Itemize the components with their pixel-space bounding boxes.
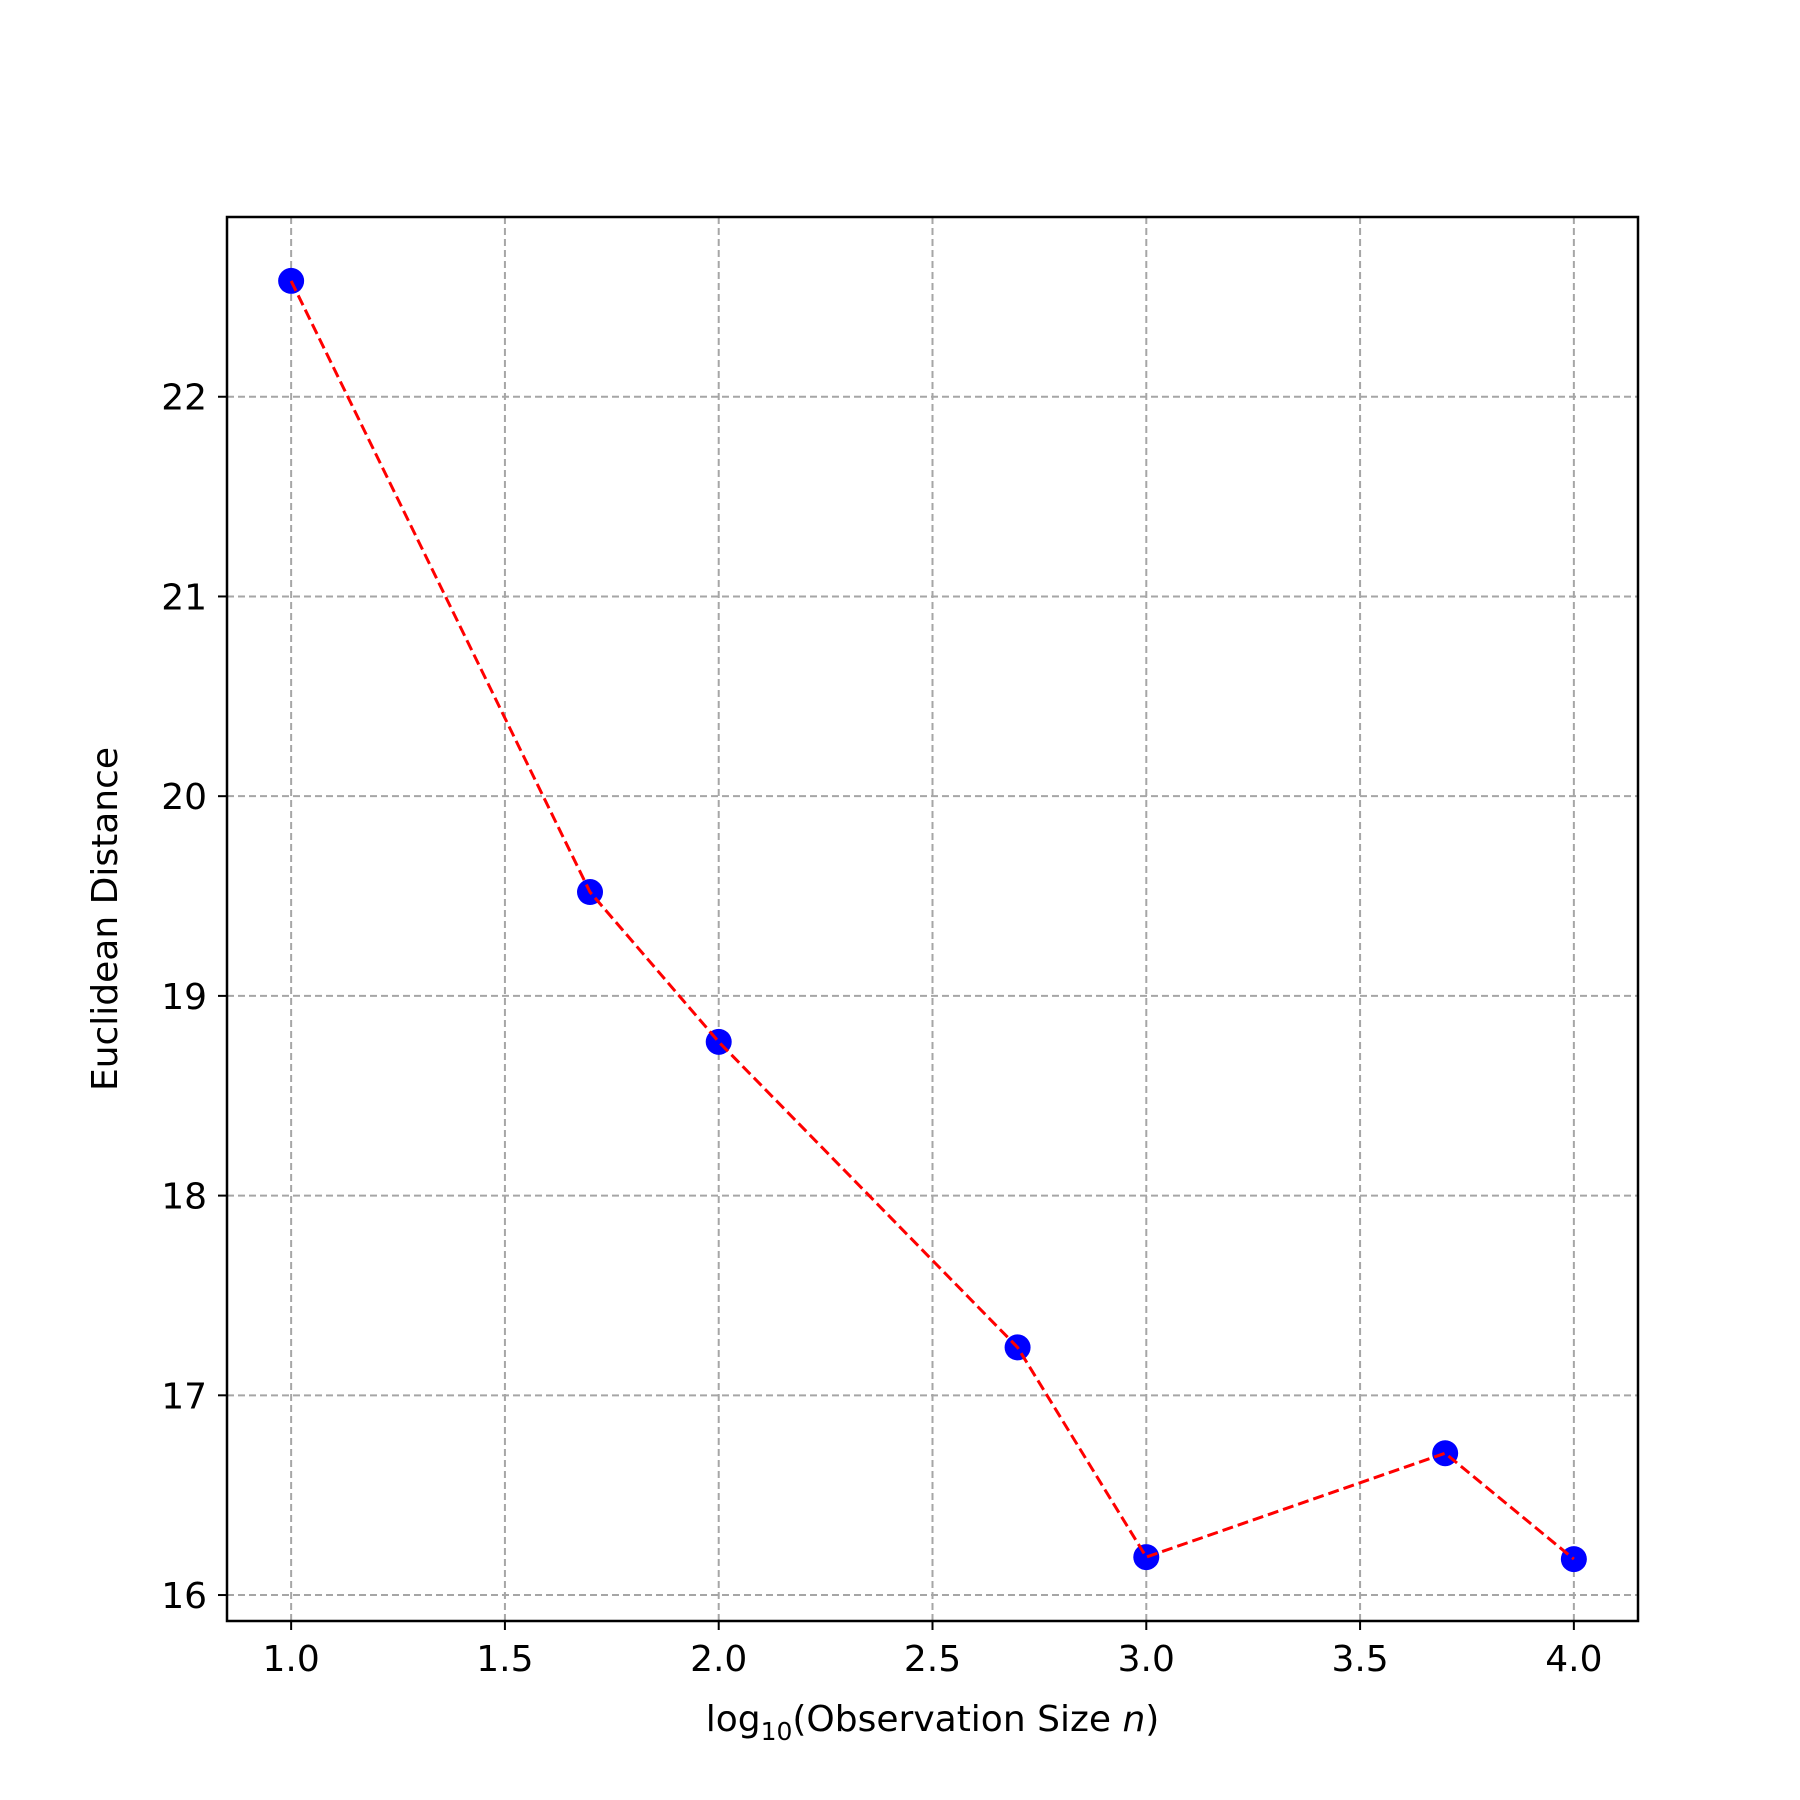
y-tick-label: 16: [161, 1576, 207, 1617]
data-point: [1133, 1544, 1160, 1571]
x-axis-label-suffix: ): [1145, 1699, 1159, 1740]
series: [278, 267, 1587, 1573]
grid: [227, 217, 1638, 1621]
y-axis-label: Euclidean Distance: [85, 747, 126, 1091]
ticks: [218, 395, 1575, 1630]
x-axis-label-text: (Observation Size: [792, 1699, 1122, 1740]
x-axis-label-subscript: 10: [761, 1717, 793, 1746]
y-tick-label: 21: [161, 577, 207, 618]
series-line: [289, 280, 1575, 1561]
y-tick-label: 20: [161, 777, 207, 818]
tick-labels: 1.0 1.5 2.0 2.5 3.0 3.5 4.0 16 17 18 19 20 21 22: [161, 378, 1602, 1680]
x-axis-label-variable: n: [1122, 1699, 1145, 1740]
x-axis-label: log10(Observation Size n): [706, 1699, 1160, 1746]
x-tick-label: 1.5: [476, 1639, 533, 1680]
x-tick-label: 2.5: [904, 1639, 961, 1680]
x-tick-label: 2.0: [690, 1639, 747, 1680]
y-tick-label: 22: [161, 378, 207, 419]
x-axis-label-prefix: log: [706, 1699, 761, 1740]
x-tick-label: 1.0: [263, 1639, 320, 1680]
x-tick-label: 3.0: [1118, 1639, 1175, 1680]
x-tick-label: 4.0: [1545, 1639, 1602, 1680]
x-tick-label: 3.5: [1331, 1639, 1388, 1680]
y-tick-label: 19: [161, 977, 207, 1018]
y-tick-label: 18: [161, 1177, 207, 1218]
y-tick-label: 17: [161, 1376, 207, 1417]
